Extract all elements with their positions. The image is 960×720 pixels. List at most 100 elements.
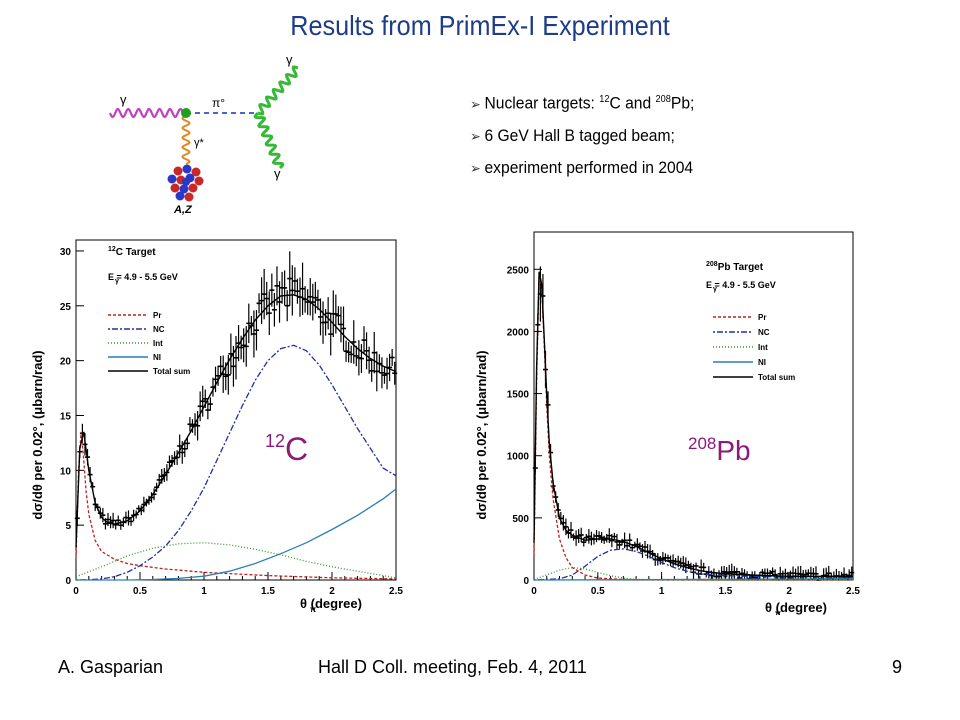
virtual-photon-line: [181, 115, 191, 165]
chart-legend: 12C Target E = 4.9 - 5.5 GeV γ Pr NC Int NI…: [108, 246, 190, 376]
target-label: 12C Target: [108, 246, 156, 258]
x-axis-label: θ (degree): [765, 600, 827, 615]
data-points: [74, 251, 398, 530]
legend-label: Total sum: [758, 373, 795, 382]
legend-label: NI: [758, 358, 766, 367]
y-tick-label: 5: [65, 521, 71, 532]
tick-labels: 0 0.5 1 1.5 2 2.5 0 5 10 15 20 25 30: [60, 247, 404, 597]
y-tick-label: 15: [60, 411, 72, 422]
feynman-diagram: γ π° γ* γ γ A,Z: [108, 52, 299, 216]
energy-subscript: γ: [115, 278, 119, 285]
x-axis-label-subscript: π: [310, 605, 316, 614]
chart-carbon: 0 0.5 1 1.5 2 2.5 0 5 10 15 20 25 30 12C Target E = …: [30, 239, 404, 614]
plot-frame: [533, 231, 854, 581]
gamma-in-label: γ: [120, 92, 127, 107]
bullet-item: ➢ 6 GeV Hall B tagged beam;: [470, 120, 694, 152]
nucleus-label: A,Z: [173, 204, 193, 216]
chart-legend: 208Pb Target E = 4.9 - 5.5 GeV γ Pr NC Int…: [706, 261, 795, 382]
big-target-label: 12C: [265, 431, 308, 467]
y-tick-label: 30: [60, 247, 72, 258]
y-axis-label: dσ/dθ per 0.02°, (μbarn/rad): [474, 350, 489, 519]
series-line-ni: [76, 488, 397, 581]
legend-label: Pr: [758, 313, 766, 322]
energy-subscript: γ: [713, 286, 717, 293]
plot-frame: [75, 239, 397, 581]
chart-axes: [533, 231, 854, 581]
series-line-pr: [75, 431, 397, 580]
x-axis-label: θ (degree): [300, 596, 362, 611]
tick-labels: 0 0.5 1 1.5 2 2.5 0 500 1000 1500 2000 2500: [507, 265, 861, 597]
y-tick-label: 25: [60, 302, 72, 313]
outgoing-photon-line-upper: [257, 65, 299, 116]
arrow-bullet-icon: ➢: [470, 127, 481, 144]
x-tick-label: 1.5: [261, 586, 275, 597]
legend-label: Total sum: [153, 367, 190, 376]
nucleus-icon: [167, 164, 204, 202]
superscript: 208: [655, 94, 671, 105]
x-tick-label: 0: [73, 586, 79, 597]
arrow-bullet-icon: ➢: [470, 95, 481, 112]
gamma-out-lower-label: γ: [274, 166, 281, 181]
bullet-text: 6 GeV Hall B tagged beam;: [484, 125, 675, 145]
gamma-star-label: γ*: [194, 137, 205, 149]
x-tick-label: 2: [329, 586, 335, 597]
chart-axes: [75, 239, 397, 581]
gamma-out-upper-label: γ: [286, 52, 293, 67]
arrow-bullet-icon: ➢: [470, 159, 481, 176]
incoming-photon-line: [108, 107, 185, 119]
legend-label: NC: [153, 325, 165, 334]
series-line-nc: [533, 548, 854, 581]
series-line-total-sum: [533, 271, 853, 577]
bullet-list: ➢ Nuclear targets: 12C and 208Pb; ➢ 6 GeV …: [470, 84, 714, 184]
series-line-ni: [533, 578, 854, 581]
pi0-label: π°: [212, 96, 225, 110]
x-tick-label: 2: [786, 586, 792, 597]
series-lines: [533, 271, 854, 581]
data-points: [532, 266, 855, 581]
series-line-total-sum: [75, 294, 397, 548]
footer-page-number: 9: [892, 657, 903, 677]
series-line-int: [75, 542, 397, 579]
x-tick-label: 1.5: [718, 586, 732, 597]
legend-label: Int: [153, 339, 163, 348]
big-target-label: 208Pb: [688, 434, 751, 466]
x-tick-label: 1: [659, 586, 665, 597]
bullet-item: ➢ experiment performed in 2004: [470, 152, 694, 184]
x-axis-label-subscript: π: [775, 609, 781, 615]
outgoing-photon-line-lower: [253, 111, 285, 170]
legend-label: Int: [758, 343, 768, 352]
bullet-text: Nuclear targets:: [484, 93, 600, 113]
y-tick-label: 1500: [507, 390, 530, 401]
energy-label: E = 4.9 - 5.5 GeV: [706, 280, 776, 290]
y-tick-label: 0: [523, 576, 529, 587]
y-axis-label: dσ/dθ per 0.02°, (μbarn/rad): [30, 350, 45, 519]
y-tick-label: 500: [512, 514, 529, 525]
bullet-text: C and: [609, 93, 656, 113]
bullet-text: experiment performed in 2004: [484, 157, 694, 177]
footer-author: A. Gasparian: [58, 657, 164, 677]
target-label: 208Pb Target: [706, 261, 764, 273]
superscript: 12: [599, 94, 610, 105]
legend-label: Pr: [153, 311, 161, 320]
bullet-text: Pb;: [670, 93, 695, 113]
chart-lead: 0 0.5 1 1.5 2 2.5 0 500 1000 1500 2000 2500 208Pb T…: [474, 231, 861, 615]
x-tick-label: 1: [201, 586, 207, 597]
legend-label: NI: [153, 353, 161, 362]
x-tick-label: 0.5: [133, 586, 147, 597]
y-tick-label: 2000: [507, 327, 530, 338]
footer-meeting: Hall D Coll. meeting, Feb. 4, 2011: [318, 657, 587, 677]
bullet-item: ➢ Nuclear targets: 12C and 208Pb;: [470, 84, 694, 120]
series-line-nc: [75, 344, 397, 581]
x-tick-label: 0: [531, 586, 537, 597]
interaction-vertex: [181, 108, 191, 118]
legend-label: NC: [758, 328, 770, 337]
y-tick-label: 0: [65, 576, 71, 587]
y-tick-label: 1000: [507, 452, 530, 463]
x-tick-label: 0.5: [591, 586, 605, 597]
y-tick-label: 10: [60, 466, 72, 477]
y-tick-label: 2500: [507, 265, 530, 276]
y-tick-label: 20: [60, 357, 72, 368]
x-tick-label: 2.5: [846, 586, 860, 597]
energy-label: E = 4.9 - 5.5 GeV: [108, 272, 178, 282]
slide-title: Results from PrimEx-I Experiment: [290, 10, 670, 41]
